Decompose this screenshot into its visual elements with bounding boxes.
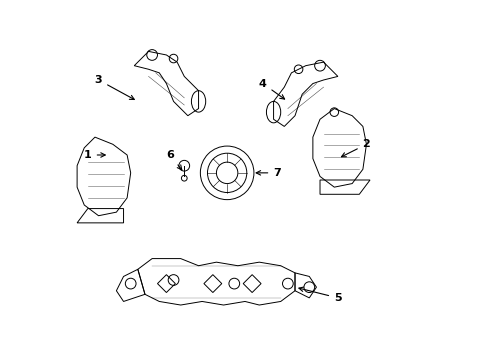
Text: 2: 2 (342, 139, 370, 157)
Text: 7: 7 (256, 168, 281, 178)
Text: 6: 6 (166, 150, 182, 170)
Text: 4: 4 (259, 78, 285, 99)
Text: 1: 1 (84, 150, 105, 160)
Text: 5: 5 (299, 287, 342, 303)
Text: 3: 3 (95, 75, 134, 99)
